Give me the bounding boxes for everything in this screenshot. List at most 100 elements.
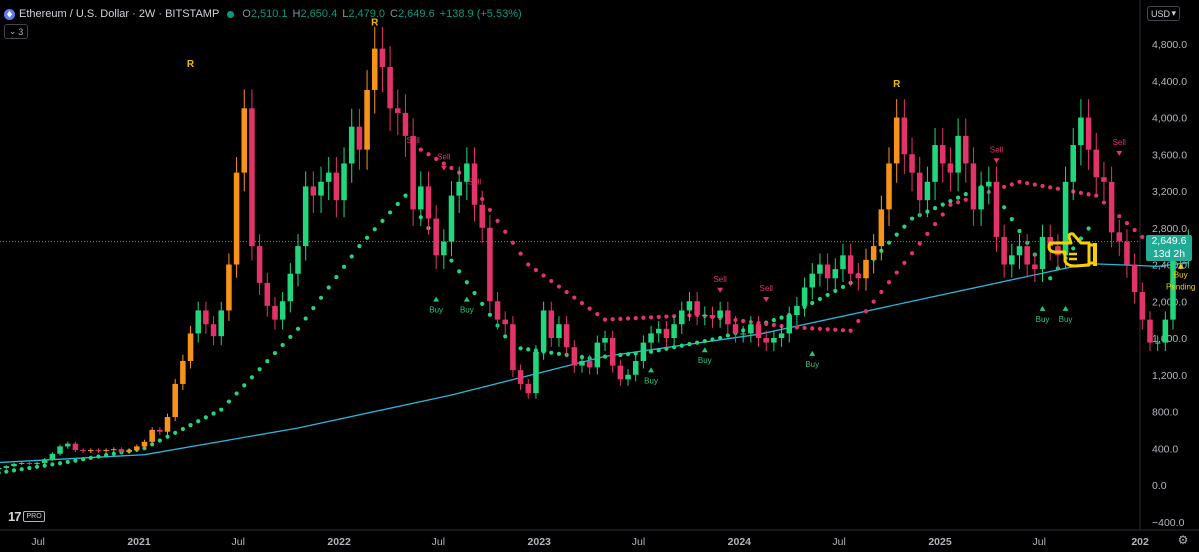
candle-body xyxy=(755,324,762,338)
candle-body xyxy=(732,324,739,334)
candle-body xyxy=(210,324,217,337)
y-tick-label: 4,400.0 xyxy=(1152,76,1187,88)
sar-up-dot xyxy=(902,224,907,229)
y-tick-label: 2,000.0 xyxy=(1152,296,1187,308)
candle-body xyxy=(157,429,163,432)
candle-body xyxy=(1116,232,1123,242)
sar-up-dot xyxy=(710,337,715,342)
candle-body xyxy=(702,315,708,317)
candle-body xyxy=(26,462,33,464)
sar-up-dot xyxy=(265,359,270,364)
sar-down-dot xyxy=(602,317,608,322)
candle-body xyxy=(1032,264,1038,270)
sar-down-dot xyxy=(871,299,876,304)
sar-up-dot xyxy=(65,459,70,465)
sar-down-dot xyxy=(1055,186,1060,191)
y-tick-label: 800.0 xyxy=(1152,407,1178,419)
candle-body xyxy=(325,172,332,182)
sar-up-dot xyxy=(487,312,492,317)
candle-body xyxy=(1154,342,1161,344)
sell-signal-label: Sell xyxy=(468,177,482,186)
chart-header: Ethereum / U.S. Dollar · 2W · BITSTAMP O… xyxy=(4,5,522,23)
last-price-value: 2,649.6 xyxy=(1151,235,1187,247)
candle-body xyxy=(986,181,992,187)
candle-body xyxy=(533,351,539,394)
candle-body xyxy=(318,181,324,196)
candle-body xyxy=(717,310,723,318)
sar-up-dot xyxy=(449,258,454,263)
candle-body xyxy=(195,310,201,334)
candle-body xyxy=(648,333,654,343)
buy-signal-arrow xyxy=(809,350,816,356)
candle-body xyxy=(264,282,271,306)
candle-body xyxy=(640,342,647,361)
sar-down-dot xyxy=(503,229,508,234)
sar-down-dot xyxy=(741,318,746,324)
sar-up-dot xyxy=(1009,217,1014,222)
sar-down-dot xyxy=(848,328,853,333)
y-tick-label: 4,000.0 xyxy=(1152,113,1187,125)
sar-up-dot xyxy=(695,340,700,345)
sar-up-dot xyxy=(73,458,78,463)
candle-body xyxy=(433,218,439,256)
sar-down-dot xyxy=(1140,234,1145,240)
candle-body xyxy=(1147,319,1153,343)
candle-body xyxy=(226,264,232,311)
sar-up-dot xyxy=(318,295,324,300)
x-tick-label: Jul xyxy=(832,536,845,548)
x-tick-label: 2022 xyxy=(327,536,351,548)
indicators-toggle-button[interactable]: ⌄ 3 xyxy=(4,24,28,39)
candle-body xyxy=(364,89,370,150)
sar-up-dot xyxy=(88,455,93,460)
sar-up-dot xyxy=(472,290,477,296)
symbol-title[interactable]: Ethereum / U.S. Dollar · 2W · BITSTAMP xyxy=(19,8,220,20)
sar-up-dot xyxy=(249,375,255,380)
candle-body xyxy=(402,112,409,136)
candle-body xyxy=(141,441,148,447)
candle-body xyxy=(1024,246,1030,265)
candle-body xyxy=(425,186,432,219)
sar-down-dot xyxy=(487,207,492,213)
last-price-tag: 2,649.6 13d 2h xyxy=(1146,235,1192,261)
sar-down-dot xyxy=(948,202,953,207)
gear-icon[interactable]: ⚙ xyxy=(1177,533,1189,547)
buy-signal-arrow xyxy=(648,367,655,373)
sar-up-dot xyxy=(111,451,116,456)
buy-signal-arrow xyxy=(433,296,440,302)
sar-up-dot xyxy=(104,453,109,458)
sar-down-dot xyxy=(932,222,938,227)
sar-down-dot xyxy=(587,306,592,311)
candle-body xyxy=(241,108,248,173)
candle-body xyxy=(709,315,716,318)
candle-body xyxy=(939,145,946,164)
candle-body xyxy=(479,204,485,228)
candle-body xyxy=(947,163,954,173)
candle-body xyxy=(679,310,685,325)
candle-body xyxy=(694,301,700,316)
sar-down-dot xyxy=(1132,227,1137,233)
sar-up-dot xyxy=(272,350,278,356)
sar-down-dot xyxy=(526,262,531,267)
candle-body xyxy=(602,338,608,343)
sar-down-dot xyxy=(664,314,669,319)
sar-up-dot xyxy=(257,367,262,372)
sar-up-dot xyxy=(687,342,692,347)
tradingview-logo[interactable]: 17 PRO xyxy=(8,509,45,524)
buy-signal-label: Buy xyxy=(1036,315,1050,324)
candle-body xyxy=(970,163,977,210)
sar-up-dot xyxy=(234,391,239,396)
candle-body xyxy=(103,450,109,452)
sell-signal-arrow xyxy=(410,149,417,155)
currency-select[interactable]: USD ▾ xyxy=(1147,6,1180,21)
candle-body xyxy=(333,172,340,201)
sar-up-dot xyxy=(1071,246,1076,251)
candle-body xyxy=(886,163,892,210)
candle-body xyxy=(410,135,416,210)
price-change: +138.9 (+5.53%) xyxy=(439,8,522,20)
sar-down-dot xyxy=(902,260,907,265)
sar-up-dot xyxy=(96,454,101,459)
sar-up-dot xyxy=(19,467,24,472)
candle-body xyxy=(771,338,777,343)
ethereum-icon xyxy=(4,8,15,20)
